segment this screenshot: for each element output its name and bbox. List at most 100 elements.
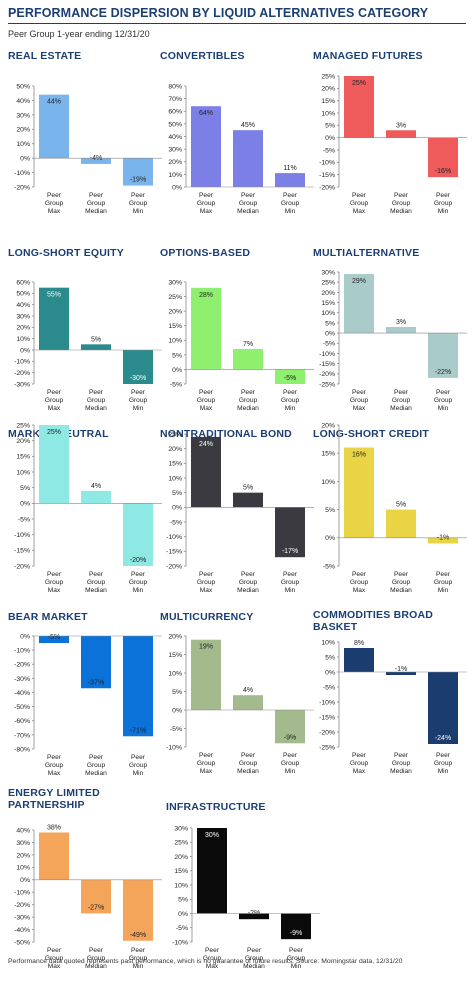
y-tick-label: 15% — [168, 323, 182, 330]
category-label: Peer — [352, 192, 367, 199]
bar-value-label: -4% — [90, 155, 102, 162]
y-tick-label: 0% — [172, 367, 182, 374]
chart-title-line: REAL ESTATE — [8, 50, 82, 62]
y-tick-label: 5% — [172, 689, 182, 696]
y-tick-label: -20% — [14, 662, 30, 669]
chart-title: REAL ESTATE — [8, 50, 81, 62]
bar — [281, 913, 311, 940]
y-tick-label: 10% — [168, 475, 182, 482]
category-label: Min — [438, 768, 449, 775]
category-label: Group — [434, 200, 453, 207]
category-label: Peer — [47, 192, 62, 199]
y-tick-label: 40% — [168, 134, 182, 141]
bar — [386, 326, 416, 334]
bar — [39, 832, 69, 880]
y-tick-label: 10% — [174, 882, 188, 889]
category-label: Peer — [289, 947, 304, 954]
page-footnote: Performance data quoted represents past … — [8, 958, 403, 965]
category-label: Group — [239, 397, 258, 404]
y-tick-label: 0% — [325, 135, 335, 142]
category-label: Peer — [394, 192, 409, 199]
y-tick-label: 20% — [168, 446, 182, 453]
y-tick-label: 0% — [172, 505, 182, 512]
y-tick-label: -5% — [323, 147, 335, 154]
category-label: Group — [434, 760, 453, 767]
bar-chart: -20%-15%-10%-5%0%5%10%15%20%25%25%PeerGr… — [319, 73, 467, 215]
y-tick-label: -5% — [170, 519, 182, 526]
y-tick-label: 30% — [16, 112, 30, 119]
y-tick-label: -70% — [14, 732, 30, 739]
category-label: Group — [45, 200, 64, 207]
chart-title-line: OPTIONS-BASED — [160, 247, 251, 259]
bar — [386, 509, 416, 538]
bar-value-label: -22% — [435, 369, 451, 376]
category-label: Group — [350, 200, 369, 207]
y-tick-label: 15% — [321, 451, 335, 458]
category-label: Peer — [89, 754, 104, 761]
bar — [191, 436, 221, 508]
category-label: Median — [390, 587, 412, 594]
y-tick-label: -30% — [14, 381, 30, 388]
bar — [275, 369, 305, 384]
y-tick-label: 30% — [321, 269, 335, 276]
category-label: Min — [285, 768, 296, 775]
y-tick-label: 0% — [325, 535, 335, 542]
bar-value-label: 25% — [47, 429, 61, 436]
y-tick-label: 0% — [20, 501, 30, 508]
category-label: Group — [392, 579, 411, 586]
y-tick-label: -10% — [319, 699, 335, 706]
y-tick-label: 30% — [16, 840, 30, 847]
bar-value-label: 4% — [243, 687, 253, 694]
bar-value-label: -16% — [435, 168, 451, 175]
y-tick-label: 20% — [16, 127, 30, 134]
category-label: Peer — [47, 571, 62, 578]
category-label: Peer — [199, 752, 214, 759]
bar — [275, 173, 305, 187]
bar — [344, 447, 374, 538]
bar — [275, 710, 305, 744]
y-tick-label: 5% — [20, 485, 30, 492]
chart-title: CONVERTIBLES — [160, 50, 245, 62]
category-label: Peer — [89, 571, 104, 578]
bar-chart: -25%-20%-15%-10%-5%0%5%10% 8%PeerGroupMax… — [319, 639, 467, 775]
y-tick-label: -5% — [18, 516, 30, 523]
page-title: PERFORMANCE DISPERSION BY LIQUID ALTERNA… — [8, 6, 429, 20]
category-label: Peer — [247, 947, 262, 954]
bar-value-label: -9% — [284, 734, 296, 741]
y-tick-label: 25% — [321, 280, 335, 287]
category-label: Min — [133, 770, 144, 777]
y-tick-label: -10% — [319, 160, 335, 167]
bar-value-label: 3% — [396, 319, 406, 326]
category-label: Min — [133, 405, 144, 412]
category-label: Max — [353, 405, 366, 412]
category-label: Max — [200, 208, 213, 215]
bar — [428, 333, 458, 378]
category-label: Group — [281, 579, 300, 586]
chart-title-line: MARKET NEUTRAL — [8, 428, 109, 440]
category-label: Group — [45, 579, 64, 586]
bar-value-label: 16% — [352, 452, 366, 459]
bar — [386, 130, 416, 138]
category-label: Peer — [436, 192, 451, 199]
y-tick-label: -30% — [14, 915, 30, 922]
chart-title-line: MULTIALTERNATIVE — [313, 247, 420, 259]
bar — [39, 636, 69, 644]
y-tick-label: 10% — [168, 172, 182, 179]
bar — [344, 648, 374, 672]
category-label: Peer — [131, 192, 146, 199]
y-tick-label: -20% — [14, 563, 30, 570]
bar-value-label: 11% — [283, 165, 297, 172]
y-tick-label: 20% — [168, 633, 182, 640]
y-tick-label: -5% — [323, 684, 335, 691]
category-label: Peer — [283, 752, 298, 759]
category-label: Group — [197, 397, 216, 404]
category-label: Median — [237, 587, 259, 594]
category-label: Peer — [47, 947, 62, 954]
bar-value-label: -2% — [248, 910, 260, 917]
y-tick-label: -40% — [14, 690, 30, 697]
y-tick-label: -10% — [14, 890, 30, 897]
bar — [233, 492, 263, 508]
y-tick-label: -20% — [166, 563, 182, 570]
category-label: Group — [45, 762, 64, 769]
bar-value-label: -19% — [130, 177, 146, 184]
